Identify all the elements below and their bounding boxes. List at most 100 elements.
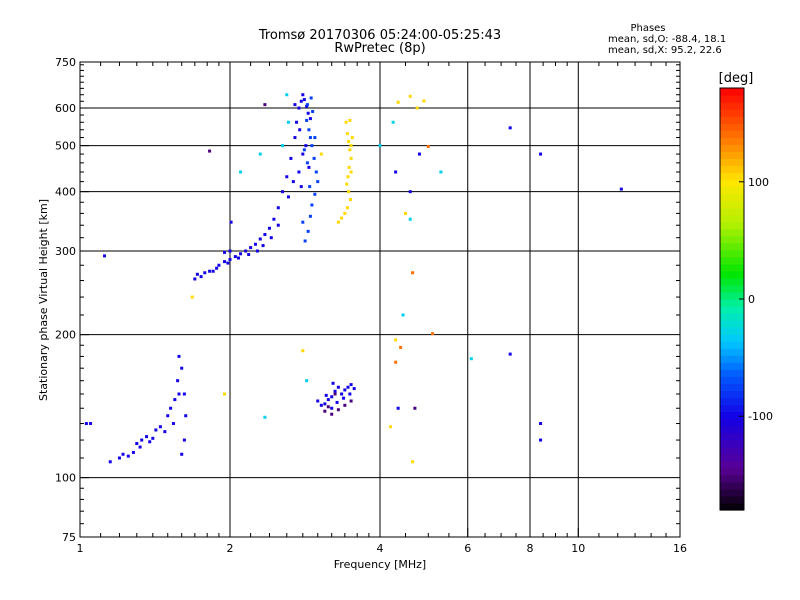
data-point — [302, 148, 306, 152]
colorbar-segment — [720, 256, 744, 265]
data-point — [426, 144, 430, 148]
colorbar-segment — [720, 320, 744, 328]
data-point — [439, 170, 443, 174]
data-point — [276, 206, 280, 210]
colorbar-segment — [720, 221, 744, 230]
data-point — [182, 438, 186, 442]
data-point — [177, 392, 181, 396]
colorbar-segment — [720, 193, 744, 202]
data-point — [316, 180, 320, 184]
data-point — [286, 120, 290, 124]
data-point — [323, 409, 327, 413]
y-tick-label: 300 — [55, 245, 76, 258]
colorbar-segment — [720, 439, 744, 448]
data-point — [291, 180, 295, 184]
y-tick-label: 750 — [55, 56, 76, 69]
data-point — [408, 217, 412, 221]
data-point — [301, 349, 305, 353]
data-point — [331, 381, 335, 385]
data-point — [255, 249, 259, 253]
colorbar-segment — [720, 214, 744, 223]
data-point — [263, 233, 267, 237]
colorbar-segment — [720, 481, 744, 490]
data-point — [347, 165, 351, 169]
data-point — [154, 428, 158, 432]
colorbar-segment — [720, 397, 744, 406]
data-point — [316, 399, 320, 403]
data-point — [378, 144, 382, 148]
data-point — [411, 271, 415, 275]
data-point — [391, 120, 395, 124]
data-point — [326, 398, 330, 402]
data-point — [330, 395, 334, 399]
data-point — [258, 237, 262, 241]
colorbar-segment — [720, 284, 744, 293]
data-point — [394, 170, 398, 174]
data-point — [305, 161, 309, 165]
colorbar-segment — [720, 123, 744, 131]
data-point — [176, 379, 180, 383]
data-point — [289, 156, 293, 160]
colorbar-segment — [720, 277, 744, 286]
data-point — [131, 450, 135, 454]
data-point — [226, 261, 230, 265]
data-point — [539, 438, 543, 442]
data-point — [340, 392, 344, 396]
colorbar-segment — [720, 334, 744, 342]
data-point — [108, 460, 112, 464]
data-point — [335, 400, 339, 404]
data-point — [276, 223, 280, 227]
colorbar-segment — [720, 158, 744, 166]
colorbar-segment — [720, 502, 744, 511]
data-point — [308, 117, 312, 121]
data-point — [203, 271, 207, 275]
data-point — [302, 98, 306, 102]
data-point — [508, 126, 512, 130]
data-point — [431, 332, 435, 336]
colorbar-segment — [720, 411, 744, 420]
data-point — [211, 269, 215, 273]
colorbar-segment — [720, 235, 744, 244]
data-point — [169, 406, 173, 410]
data-point — [403, 211, 407, 215]
data-point — [307, 128, 311, 132]
data-point — [305, 103, 309, 107]
colorbar-segment — [720, 151, 744, 159]
colorbar-segment — [720, 355, 744, 363]
data-point — [314, 170, 318, 174]
y-tick-label: 500 — [55, 140, 76, 153]
colorbar-segment — [720, 88, 744, 96]
colorbar-segment — [720, 137, 744, 145]
colorbar-segment — [720, 299, 744, 307]
data-point — [539, 152, 543, 156]
data-point — [163, 430, 167, 434]
colorbar-segment — [720, 172, 744, 181]
colorbar-label: [deg] — [719, 71, 754, 86]
data-point — [297, 170, 301, 174]
data-point — [307, 165, 311, 169]
colorbar-tick-label: 100 — [748, 176, 769, 189]
data-point — [348, 198, 352, 202]
data-point — [239, 252, 243, 256]
data-point — [347, 190, 351, 194]
data-point — [313, 136, 317, 140]
data-point — [247, 252, 251, 256]
data-point — [184, 414, 188, 418]
colorbar-tick-label: 0 — [748, 293, 755, 306]
data-point — [348, 392, 352, 396]
data-point — [285, 93, 289, 97]
data-point — [408, 190, 412, 194]
data-point — [349, 383, 353, 387]
data-point — [394, 338, 398, 342]
data-point — [352, 387, 356, 391]
data-point — [301, 152, 305, 156]
data-point — [301, 220, 305, 224]
data-point — [312, 156, 316, 160]
data-point — [336, 408, 340, 412]
data-point — [145, 435, 149, 439]
colorbar-segment — [720, 186, 744, 195]
data-points — [84, 93, 623, 464]
x-tick-label: 8 — [527, 542, 534, 555]
data-point — [228, 249, 232, 253]
